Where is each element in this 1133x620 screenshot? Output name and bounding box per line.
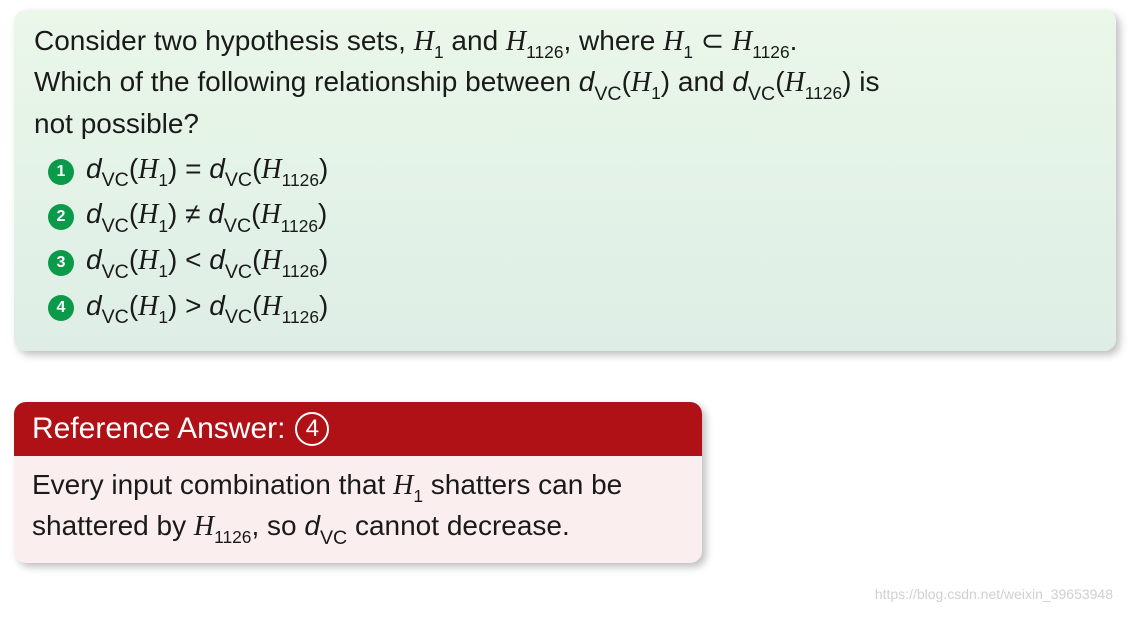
ans-sub1126: 1126: [214, 527, 251, 547]
math-sub-1a: 1: [434, 42, 444, 62]
answer-header: Reference Answer: 4: [14, 402, 702, 456]
q-is: is: [851, 66, 879, 97]
q-and: and: [444, 25, 506, 56]
math-H-1b: H: [663, 26, 683, 57]
math-vc-a: VC: [594, 83, 621, 105]
option-3-math: dVC(H1) < dVC(H1126): [86, 244, 328, 282]
ans-d: d: [304, 510, 320, 541]
question-panel: Consider two hypothesis sets, H1 and H11…: [14, 10, 1116, 351]
option-badge-2: 2: [48, 204, 74, 230]
math-sub-1126b: 1126: [752, 42, 789, 62]
math-d-a: d: [579, 66, 595, 97]
watermark-text: https://blog.csdn.net/weixin_39653948: [875, 586, 1113, 602]
math-d-b: d: [732, 66, 748, 97]
gt-symbol: >: [177, 290, 209, 321]
math-sub-1126c: 1126: [805, 83, 842, 103]
option-1: 1 dVC(H1) = dVC(H1126): [48, 153, 1096, 191]
q-where: , where: [564, 25, 664, 56]
q-line1-pre: Consider two hypothesis sets,: [34, 25, 414, 56]
subset-symbol: ⊂: [693, 25, 732, 56]
options-list: 1 dVC(H1) = dVC(H1126) 2 dVC(H1) ≠ dVC(H…: [34, 153, 1096, 327]
ans-end: cannot decrease.: [347, 510, 570, 541]
math-H-1a: H: [414, 26, 434, 57]
answer-number-circle: 4: [295, 412, 329, 446]
question-text: Consider two hypothesis sets, H1 and H11…: [34, 22, 1096, 143]
math-H-1c: H: [631, 67, 651, 98]
math-H-1126c: H: [785, 67, 805, 98]
math-H-1126a: H: [506, 26, 526, 57]
math-sub-1c: 1: [651, 83, 661, 103]
option-2-math: dVC(H1) ≠ dVC(H1126): [86, 198, 327, 236]
close-a: ): [661, 66, 670, 97]
option-badge-1: 1: [48, 159, 74, 185]
option-1-math: dVC(H1) = dVC(H1126): [86, 153, 328, 191]
q-line2: Which of the following relationship betw…: [34, 66, 579, 97]
math-H-1126b: H: [732, 26, 752, 57]
math-vc-b: VC: [748, 83, 775, 105]
lt-symbol: <: [177, 244, 209, 275]
open-b: (: [775, 66, 784, 97]
answer-body: Every input combination that H1 shatters…: [14, 456, 702, 563]
open-a: (: [622, 66, 631, 97]
neq-symbol: ≠: [177, 198, 208, 229]
ans-H1126: H: [194, 511, 214, 542]
option-badge-3: 3: [48, 250, 74, 276]
q-line3: not possible?: [34, 108, 199, 139]
option-3: 3 dVC(H1) < dVC(H1126): [48, 244, 1096, 282]
ans-pre: Every input combination that: [32, 469, 393, 500]
option-4: 4 dVC(H1) > dVC(H1126): [48, 290, 1096, 328]
q-and2: and: [670, 66, 732, 97]
ans-so: , so: [251, 510, 304, 541]
ans-vc: VC: [320, 527, 347, 549]
ans-sub1: 1: [413, 486, 423, 506]
option-4-math: dVC(H1) > dVC(H1126): [86, 290, 328, 328]
q-period: .: [790, 25, 798, 56]
answer-panel: Reference Answer: 4 Every input combinat…: [14, 402, 702, 563]
eq-symbol: =: [177, 153, 209, 184]
answer-header-label: Reference Answer:: [32, 412, 285, 446]
option-badge-4: 4: [48, 295, 74, 321]
ans-H1: H: [393, 470, 413, 501]
option-2: 2 dVC(H1) ≠ dVC(H1126): [48, 198, 1096, 236]
math-sub-1126a: 1126: [526, 42, 563, 62]
math-sub-1b: 1: [683, 42, 693, 62]
